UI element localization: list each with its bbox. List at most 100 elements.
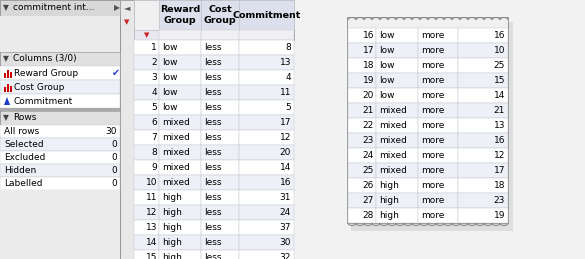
Text: 30: 30 [280, 238, 291, 247]
Text: mixed: mixed [162, 148, 190, 157]
Text: 10: 10 [494, 46, 505, 55]
Text: low: low [379, 91, 394, 100]
Text: 4: 4 [285, 73, 291, 82]
Bar [418, 193, 458, 208]
Bar [134, 160, 159, 175]
Text: less: less [204, 163, 222, 172]
Bar [159, 115, 201, 130]
Bar [0, 111, 120, 125]
Bar [134, 205, 159, 220]
Bar [201, 190, 239, 205]
Bar [239, 30, 294, 40]
Text: Commitment: Commitment [14, 97, 73, 105]
Bar [201, 160, 239, 175]
Text: 3: 3 [152, 73, 157, 82]
Text: more: more [421, 91, 445, 100]
Text: 0: 0 [111, 179, 117, 188]
Text: low: low [379, 46, 394, 55]
Bar [239, 145, 294, 160]
Text: low: low [162, 88, 177, 97]
Bar [348, 133, 376, 148]
Text: 30: 30 [105, 127, 117, 136]
Bar [239, 115, 294, 130]
Text: 11: 11 [280, 88, 291, 97]
Bar [458, 193, 508, 208]
Text: 19: 19 [363, 76, 374, 85]
Text: Reward Group: Reward Group [14, 68, 78, 77]
Text: 16: 16 [494, 136, 505, 145]
Bar [376, 163, 418, 178]
Text: low: low [162, 43, 177, 52]
Bar [4, 87, 6, 92]
Bar [418, 43, 458, 58]
Bar [458, 43, 508, 58]
Bar [418, 148, 458, 163]
Bar [201, 235, 239, 250]
Bar [4, 73, 6, 78]
Text: 4: 4 [152, 88, 157, 97]
Bar [134, 250, 159, 259]
Text: mixed: mixed [162, 178, 190, 187]
Text: less: less [204, 73, 222, 82]
Bar [0, 80, 120, 94]
Bar [134, 145, 159, 160]
Bar [348, 18, 508, 28]
Text: high: high [379, 211, 399, 220]
Bar [239, 175, 294, 190]
Bar [7, 84, 9, 92]
Bar [418, 178, 458, 193]
Bar [458, 58, 508, 73]
Bar [239, 235, 294, 250]
Text: 23: 23 [363, 136, 374, 145]
Text: 9: 9 [152, 163, 157, 172]
Bar [458, 88, 508, 103]
Bar [0, 138, 120, 151]
Bar [239, 100, 294, 115]
Text: 12: 12 [494, 151, 505, 160]
Text: Excluded: Excluded [4, 153, 46, 162]
Bar [201, 0, 239, 30]
Bar [376, 133, 418, 148]
Text: 25: 25 [494, 61, 505, 70]
Text: less: less [204, 148, 222, 157]
Bar [201, 205, 239, 220]
Text: 2: 2 [152, 58, 157, 67]
Text: more: more [421, 46, 445, 55]
Bar [348, 163, 376, 178]
Text: low: low [162, 58, 177, 67]
Bar [134, 0, 159, 30]
Bar [418, 73, 458, 88]
Bar [458, 133, 508, 148]
Text: ▼: ▼ [144, 32, 149, 38]
Text: more: more [421, 211, 445, 220]
Text: 25: 25 [363, 166, 374, 175]
Bar [201, 70, 239, 85]
Text: less: less [204, 178, 222, 187]
Text: Reward
Group: Reward Group [160, 5, 200, 25]
Text: 17: 17 [494, 166, 505, 175]
Text: Hidden: Hidden [4, 166, 36, 175]
Text: Columns (3/0): Columns (3/0) [13, 54, 77, 63]
Text: 18: 18 [363, 61, 374, 70]
Bar [348, 58, 376, 73]
Bar [239, 40, 294, 55]
Bar [134, 115, 159, 130]
Text: mixed: mixed [379, 136, 407, 145]
Bar [159, 40, 201, 55]
Bar [458, 73, 508, 88]
Bar [134, 190, 159, 205]
Bar [0, 125, 120, 138]
Text: less: less [204, 208, 222, 217]
Text: ▼: ▼ [3, 4, 9, 12]
Bar [418, 163, 458, 178]
Bar [159, 100, 201, 115]
Text: 16: 16 [363, 31, 374, 40]
Bar [134, 40, 159, 55]
Text: less: less [204, 103, 222, 112]
Text: 24: 24 [280, 208, 291, 217]
Text: 20: 20 [363, 91, 374, 100]
Bar [201, 55, 239, 70]
Text: more: more [421, 196, 445, 205]
Bar [201, 85, 239, 100]
Text: 18: 18 [494, 181, 505, 190]
